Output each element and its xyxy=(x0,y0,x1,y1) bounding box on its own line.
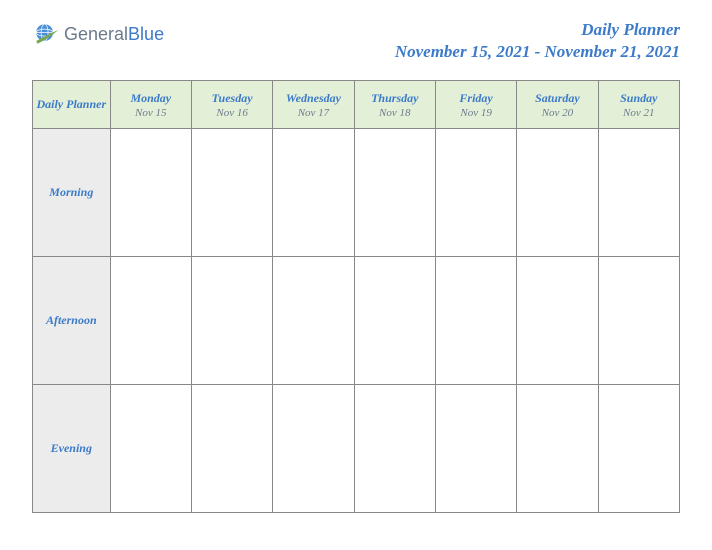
day-date: Nov 16 xyxy=(194,107,270,119)
planner-cell[interactable] xyxy=(354,257,435,385)
planner-cell[interactable] xyxy=(435,385,516,513)
table-row: Afternoon xyxy=(33,257,680,385)
planner-cell[interactable] xyxy=(517,129,598,257)
logo: GeneralBlue xyxy=(32,20,164,48)
planner-cell[interactable] xyxy=(354,385,435,513)
planner-cell[interactable] xyxy=(517,385,598,513)
day-name: Wednesday xyxy=(275,91,351,106)
planner-table: Daily Planner Monday Nov 15 Tuesday Nov … xyxy=(32,80,680,513)
day-date: Nov 19 xyxy=(438,107,514,119)
planner-cell[interactable] xyxy=(598,385,679,513)
row-label-evening: Evening xyxy=(33,385,111,513)
day-name: Tuesday xyxy=(194,91,270,106)
day-name: Friday xyxy=(438,91,514,106)
day-header: Tuesday Nov 16 xyxy=(191,81,272,129)
day-header: Saturday Nov 20 xyxy=(517,81,598,129)
day-date: Nov 18 xyxy=(357,107,433,119)
corner-cell: Daily Planner xyxy=(33,81,111,129)
day-name: Monday xyxy=(113,91,189,106)
planner-cell[interactable] xyxy=(191,385,272,513)
day-date: Nov 17 xyxy=(275,107,351,119)
planner-cell[interactable] xyxy=(191,129,272,257)
page-title: Daily Planner xyxy=(395,20,680,40)
table-row: Morning xyxy=(33,129,680,257)
globe-icon xyxy=(32,20,60,48)
planner-cell[interactable] xyxy=(191,257,272,385)
title-block: Daily Planner November 15, 2021 - Novemb… xyxy=(395,20,680,62)
day-header: Friday Nov 19 xyxy=(435,81,516,129)
logo-text-general: General xyxy=(64,24,128,44)
day-name: Thursday xyxy=(357,91,433,106)
day-date: Nov 20 xyxy=(519,107,595,119)
row-label-morning: Morning xyxy=(33,129,111,257)
day-name: Saturday xyxy=(519,91,595,106)
day-header: Sunday Nov 21 xyxy=(598,81,679,129)
planner-cell[interactable] xyxy=(435,257,516,385)
planner-cell[interactable] xyxy=(598,257,679,385)
planner-cell[interactable] xyxy=(517,257,598,385)
planner-cell[interactable] xyxy=(273,129,354,257)
row-label-afternoon: Afternoon xyxy=(33,257,111,385)
header-row-days: Daily Planner Monday Nov 15 Tuesday Nov … xyxy=(33,81,680,129)
planner-cell[interactable] xyxy=(110,129,191,257)
header-row: GeneralBlue Daily Planner November 15, 2… xyxy=(32,20,680,62)
planner-cell[interactable] xyxy=(598,129,679,257)
day-header: Monday Nov 15 xyxy=(110,81,191,129)
day-date: Nov 15 xyxy=(113,107,189,119)
planner-cell[interactable] xyxy=(110,385,191,513)
day-header: Wednesday Nov 17 xyxy=(273,81,354,129)
planner-cell[interactable] xyxy=(273,385,354,513)
day-date: Nov 21 xyxy=(601,107,677,119)
planner-cell[interactable] xyxy=(110,257,191,385)
planner-cell[interactable] xyxy=(273,257,354,385)
day-name: Sunday xyxy=(601,91,677,106)
planner-cell[interactable] xyxy=(435,129,516,257)
date-range: November 15, 2021 - November 21, 2021 xyxy=(395,42,680,62)
logo-text: GeneralBlue xyxy=(64,24,164,45)
logo-text-blue: Blue xyxy=(128,24,164,44)
table-row: Evening xyxy=(33,385,680,513)
day-header: Thursday Nov 18 xyxy=(354,81,435,129)
planner-cell[interactable] xyxy=(354,129,435,257)
